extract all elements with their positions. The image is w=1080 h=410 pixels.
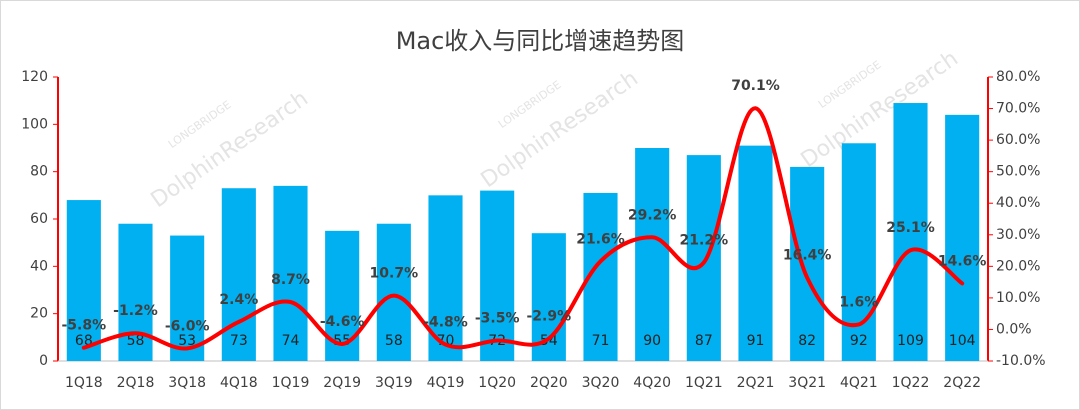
y2-tick-label: 0.0%	[996, 321, 1032, 337]
line-label: -4.8%	[423, 315, 468, 331]
x-tick-label: 4Q21	[840, 375, 878, 391]
x-tick-label: 1Q22	[892, 375, 930, 391]
x-tick-label: 4Q20	[633, 375, 671, 391]
line-label: 14.6%	[938, 253, 987, 269]
line-label: 21.6%	[576, 231, 625, 247]
line-label: -3.5%	[475, 310, 520, 326]
x-tick-label: 2Q22	[943, 375, 981, 391]
bar-label: 91	[747, 333, 765, 349]
x-tick-label: 4Q18	[220, 375, 258, 391]
bar-label: 58	[385, 333, 403, 349]
x-tick-label: 3Q21	[788, 375, 826, 391]
bar-label: 58	[127, 333, 145, 349]
bar-label: 87	[695, 333, 713, 349]
y2-tick-label: -10.0%	[996, 353, 1046, 369]
y2-tick-label: 50.0%	[996, 164, 1040, 180]
y-tick-label: 120	[21, 69, 48, 85]
y-tick-label: 100	[21, 116, 48, 132]
bar	[635, 148, 670, 361]
bar	[686, 155, 721, 361]
x-tick-label: 4Q19	[427, 375, 465, 391]
y2-tick-label: 30.0%	[996, 227, 1040, 243]
line-label: 8.7%	[271, 272, 310, 288]
x-tick-label: 3Q18	[168, 375, 206, 391]
line-label: 29.2%	[628, 207, 677, 223]
line-label: -6.0%	[165, 318, 210, 334]
line-label: 1.6%	[839, 294, 878, 310]
x-tick-label: 1Q20	[478, 375, 516, 391]
line-label: 21.2%	[680, 233, 729, 249]
bar-label: 82	[798, 333, 816, 349]
bar	[738, 145, 773, 361]
bar	[273, 185, 308, 361]
line-label: -2.9%	[527, 309, 572, 325]
bar	[841, 143, 876, 361]
bar-label: 90	[643, 333, 661, 349]
line-label: 10.7%	[370, 266, 419, 282]
bar	[66, 200, 101, 361]
bar	[221, 188, 256, 361]
line-label: 16.4%	[783, 248, 832, 264]
line-label: 25.1%	[886, 220, 935, 236]
bar-label: 109	[897, 333, 924, 349]
bar-label: 53	[178, 333, 196, 349]
line-label: 70.1%	[731, 78, 780, 94]
y-tick-label: 60	[30, 211, 48, 227]
y2-tick-label: 70.0%	[996, 101, 1040, 117]
x-tick-label: 3Q20	[582, 375, 620, 391]
bar	[376, 223, 411, 361]
y-tick-label: 20	[30, 306, 48, 322]
x-tick-label: 1Q18	[65, 375, 103, 391]
bar	[170, 235, 205, 361]
x-tick-label: 2Q20	[530, 375, 568, 391]
x-tick-label: 2Q19	[323, 375, 361, 391]
line	[81, 106, 965, 351]
y-tick-label: 0	[39, 353, 48, 369]
bar	[945, 114, 980, 361]
y2-tick-label: 80.0%	[996, 69, 1040, 85]
bar-label: 74	[282, 333, 300, 349]
bar-label: 71	[592, 333, 610, 349]
bar	[118, 223, 153, 361]
x-tick-label: 1Q21	[685, 375, 723, 391]
y2-tick-label: 10.0%	[996, 290, 1040, 306]
line-label: -1.2%	[113, 303, 158, 319]
y-tick-label: 80	[30, 164, 48, 180]
bar	[893, 103, 928, 362]
line-label: -5.8%	[62, 318, 107, 334]
y2-tick-label: 20.0%	[996, 258, 1040, 274]
bar	[790, 166, 825, 361]
x-tick-label: 1Q19	[272, 375, 310, 391]
line-label: 2.4%	[219, 292, 258, 308]
x-tick-label: 2Q21	[737, 375, 775, 391]
y-tick-label: 40	[30, 258, 48, 274]
bar-label: 73	[230, 333, 248, 349]
x-tick-label: 2Q18	[117, 375, 155, 391]
bar	[480, 190, 515, 361]
chart-title: Mac收入与同比增速趋势图	[396, 27, 685, 55]
bar-label: 104	[949, 333, 976, 349]
x-tick-label: 3Q19	[375, 375, 413, 391]
bar-label: 92	[850, 333, 868, 349]
y2-tick-label: 40.0%	[996, 195, 1040, 211]
line-label: -4.6%	[320, 314, 365, 330]
y2-tick-label: 60.0%	[996, 132, 1040, 148]
